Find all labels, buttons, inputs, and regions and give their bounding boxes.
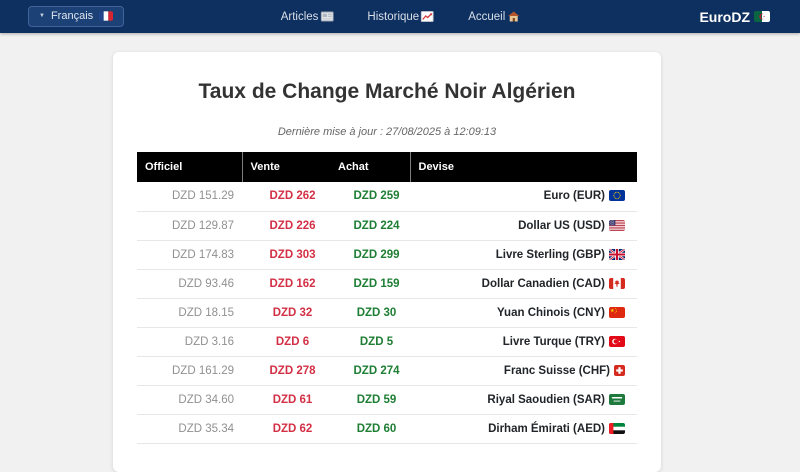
nav-historique[interactable]: Historique <box>367 10 435 23</box>
ae-flag-icon <box>609 422 625 434</box>
tr-flag-icon <box>609 335 625 347</box>
officiel-value: DZD 35.34 <box>137 414 242 444</box>
rate-row-aed: DZD 35.34 DZD 62 DZD 60 Dirham Émirati (… <box>137 414 637 444</box>
nav-accueil[interactable]: Accueil <box>468 11 519 23</box>
vente-value: DZD 262 <box>242 182 330 212</box>
achat-value: DZD 159 <box>330 269 410 299</box>
rate-row-chf: DZD 161.29 DZD 278 DZD 274 Franc Suisse … <box>137 356 637 386</box>
algeria-flag-icon <box>754 11 770 22</box>
devise-label: Yuan Chinois (CNY) <box>497 306 605 319</box>
devise-label: Franc Suisse (CHF) <box>503 364 610 377</box>
officiel-value: DZD 161.29 <box>137 356 242 386</box>
brand-label: EuroDZ <box>699 8 750 25</box>
eu-flag-icon <box>609 190 625 202</box>
officiel-value: DZD 3.16 <box>137 327 242 357</box>
vente-value: DZD 303 <box>242 240 330 270</box>
devise-label: Euro (EUR) <box>543 190 605 203</box>
achat-value: DZD 274 <box>330 356 410 386</box>
achat-value: DZD 259 <box>330 182 410 212</box>
france-flag-icon <box>99 11 114 21</box>
officiel-value: DZD 129.87 <box>137 211 242 241</box>
nav-accueil-label: Accueil <box>468 10 506 23</box>
cn-flag-icon <box>609 306 625 318</box>
officiel-value: DZD 151.29 <box>137 182 242 212</box>
rate-row-usd: DZD 129.87 DZD 226 DZD 224 Dollar US (US… <box>137 211 637 241</box>
gb-flag-icon <box>608 247 626 261</box>
col-header-devise: Devise <box>409 152 637 182</box>
newspaper-icon <box>320 11 334 22</box>
ch-flag-icon <box>614 364 625 376</box>
ca-flag-icon <box>609 277 625 289</box>
rate-row-sar: DZD 34.60 DZD 61 DZD 59 Riyal Saoudien (… <box>137 385 637 415</box>
rates-card: Taux de Change Marché Noir Algérien Dern… <box>113 52 661 472</box>
rate-row-cad: DZD 93.46 DZD 162 DZD 159 Dollar Canadie… <box>137 269 637 299</box>
us-flag-icon <box>609 219 625 231</box>
table-header-row: Officiel Vente Achat Devise <box>137 152 637 182</box>
devise-label: Dollar US (USD) <box>518 219 605 232</box>
vente-value: DZD 61 <box>242 385 330 415</box>
vente-value: DZD 226 <box>242 211 330 241</box>
officiel-value: DZD 93.46 <box>137 269 242 299</box>
caret-down-icon: ▼ <box>39 13 45 19</box>
nav-articles[interactable]: Articles <box>281 11 334 23</box>
devise-label: Livre Turque (TRY) <box>502 335 605 348</box>
achat-value: DZD 60 <box>330 414 410 444</box>
house-icon <box>507 11 519 22</box>
nav-articles-label: Articles <box>280 10 319 23</box>
officiel-value: DZD 34.60 <box>137 385 242 415</box>
nav-historique-label: Historique <box>367 10 420 23</box>
nav-links: Articles Historique Accueil <box>281 11 520 23</box>
sa-flag-icon <box>609 393 625 405</box>
devise-label: Dollar Canadien (CAD) <box>481 277 605 290</box>
last-update: Dernière mise à jour : 27/08/2025 à 12:0… <box>277 126 497 138</box>
devise-label: Dirham Émirati (AED) <box>488 422 605 435</box>
officiel-value: DZD 174.83 <box>137 240 242 270</box>
vente-value: DZD 62 <box>242 414 330 444</box>
rate-row-eur: DZD 151.29 DZD 262 DZD 259 Euro (EUR) <box>137 182 637 212</box>
col-header-officiel: Officiel <box>137 152 242 182</box>
rates-table: Officiel Vente Achat Devise DZD 151.29 D… <box>137 152 637 444</box>
vente-value: DZD 6 <box>242 327 330 357</box>
rate-row-gbp: DZD 174.83 DZD 303 DZD 299 Livre Sterlin… <box>137 240 637 270</box>
col-header-achat: Achat <box>330 152 410 182</box>
brand[interactable]: EuroDZ <box>699 9 770 25</box>
devise-label: Riyal Saoudien (SAR) <box>487 393 605 406</box>
vente-value: DZD 32 <box>242 298 330 328</box>
page-title: Taux de Change Marché Noir Algérien <box>198 80 576 103</box>
rate-row-cny: DZD 18.15 DZD 32 DZD 30 Yuan Chinois (CN… <box>137 298 637 328</box>
achat-value: DZD 59 <box>330 385 410 415</box>
vente-value: DZD 162 <box>242 269 330 299</box>
chart-up-icon <box>421 11 435 22</box>
rate-row-try: DZD 3.16 DZD 6 DZD 5 Livre Turque (TRY) <box>137 327 637 357</box>
achat-value: DZD 299 <box>330 240 410 270</box>
vente-value: DZD 278 <box>242 356 330 386</box>
navbar: ▼ Français Articles Historique <box>0 0 800 33</box>
achat-value: DZD 30 <box>330 298 410 328</box>
devise-label: Livre Sterling (GBP) <box>495 248 605 261</box>
achat-value: DZD 5 <box>330 327 410 357</box>
achat-value: DZD 224 <box>330 211 410 241</box>
officiel-value: DZD 18.15 <box>137 298 242 328</box>
col-header-vente: Vente <box>241 152 330 182</box>
language-selector[interactable]: ▼ Français <box>28 6 125 27</box>
language-label: Français <box>50 10 94 22</box>
